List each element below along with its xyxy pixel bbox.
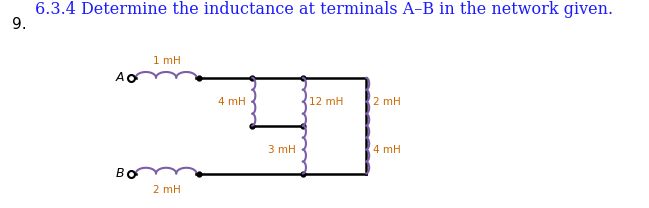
- Text: 12 mH: 12 mH: [310, 97, 344, 107]
- Text: 6.3.4 Determine the inductance at terminals A–B in the network given.: 6.3.4 Determine the inductance at termin…: [36, 1, 613, 18]
- Text: B: B: [116, 167, 124, 180]
- Text: 1 mH: 1 mH: [153, 56, 180, 66]
- Text: 2 mH: 2 mH: [153, 185, 180, 195]
- Text: 2 mH: 2 mH: [373, 97, 400, 107]
- Text: 9.: 9.: [12, 17, 27, 32]
- Text: A: A: [116, 71, 124, 84]
- Text: 3 mH: 3 mH: [268, 145, 296, 155]
- Text: 4 mH: 4 mH: [217, 97, 245, 107]
- Text: 4 mH: 4 mH: [373, 145, 400, 155]
